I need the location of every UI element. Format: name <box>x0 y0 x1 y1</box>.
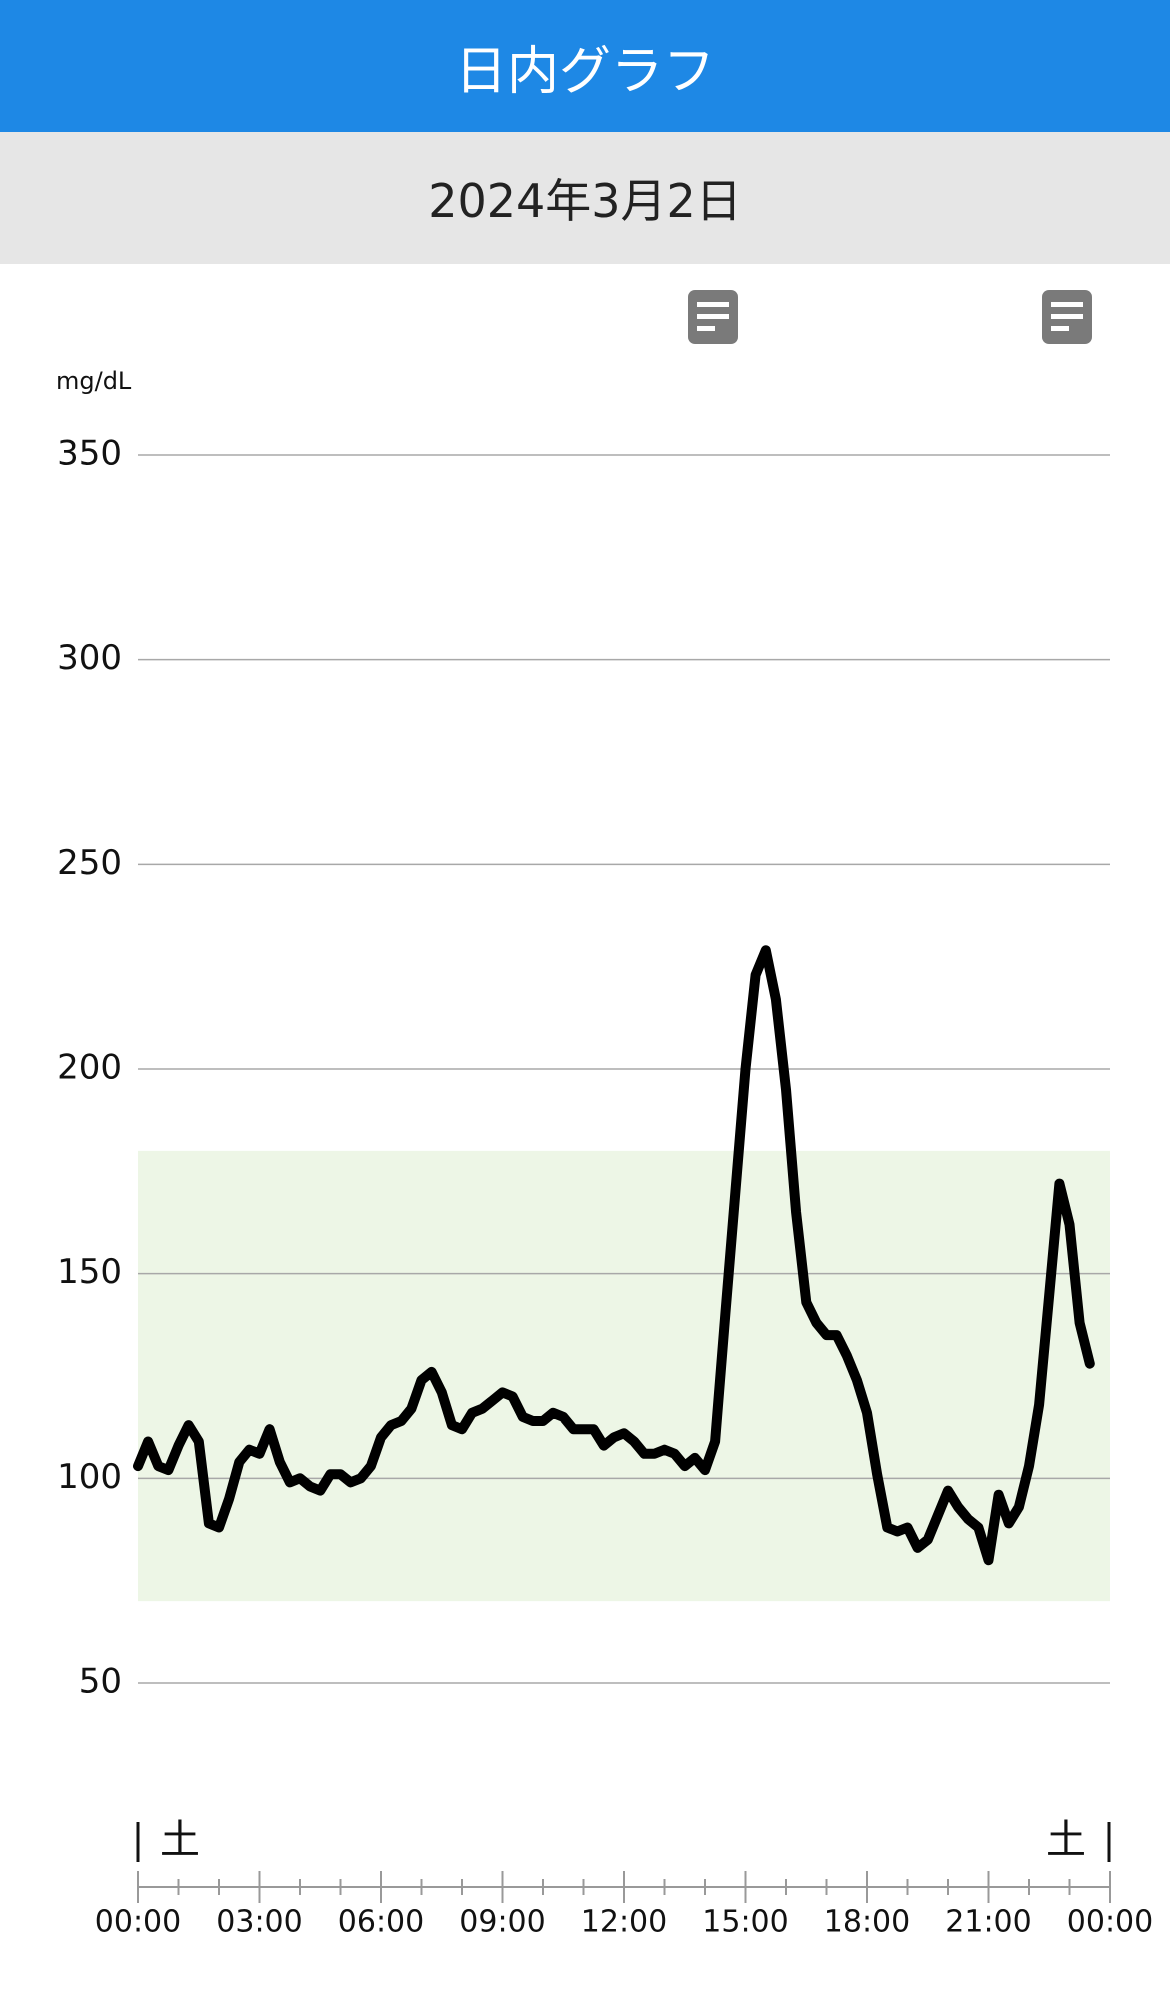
x-tick-label: 18:00 <box>824 1905 910 1940</box>
y-tick-label: 250 <box>57 843 122 883</box>
chart: mg/dL 土 土 50 100 150 200 250 300 350 00:00 03:00… <box>56 290 1153 1940</box>
note-icon[interactable] <box>688 290 738 344</box>
x-tick-label: 12:00 <box>581 1905 667 1940</box>
weekday-label: 土 <box>1046 1817 1086 1863</box>
note-icon[interactable] <box>1042 290 1092 344</box>
x-tick-label: 00:00 <box>95 1905 181 1940</box>
x-tick-label: 21:00 <box>945 1905 1031 1940</box>
x-tick-label: 03:00 <box>216 1905 302 1940</box>
y-tick-label: 350 <box>57 434 122 474</box>
y-axis-unit: mg/dL <box>56 367 132 395</box>
y-tick-label: 150 <box>57 1252 122 1292</box>
x-tick-label: 06:00 <box>338 1905 424 1940</box>
x-tick-label: 09:00 <box>459 1905 545 1940</box>
y-tick-label: 100 <box>57 1457 122 1497</box>
app-header: 日内グラフ <box>0 0 1170 132</box>
x-tick-label: 15:00 <box>702 1905 788 1940</box>
y-tick-label: 200 <box>57 1048 122 1088</box>
x-tick-label: 00:00 <box>1067 1905 1153 1940</box>
header-title: 日内グラフ <box>454 41 715 102</box>
y-tick-label: 300 <box>57 638 122 678</box>
y-tick-label: 50 <box>79 1662 122 1702</box>
date-label: 2024年3月2日 <box>428 174 742 228</box>
weekday-label: 土 <box>160 1817 200 1863</box>
glucose-line <box>133 945 1095 1566</box>
date-bar: 2024年3月2日 <box>0 132 1170 264</box>
target-range <box>138 1150 1110 1602</box>
